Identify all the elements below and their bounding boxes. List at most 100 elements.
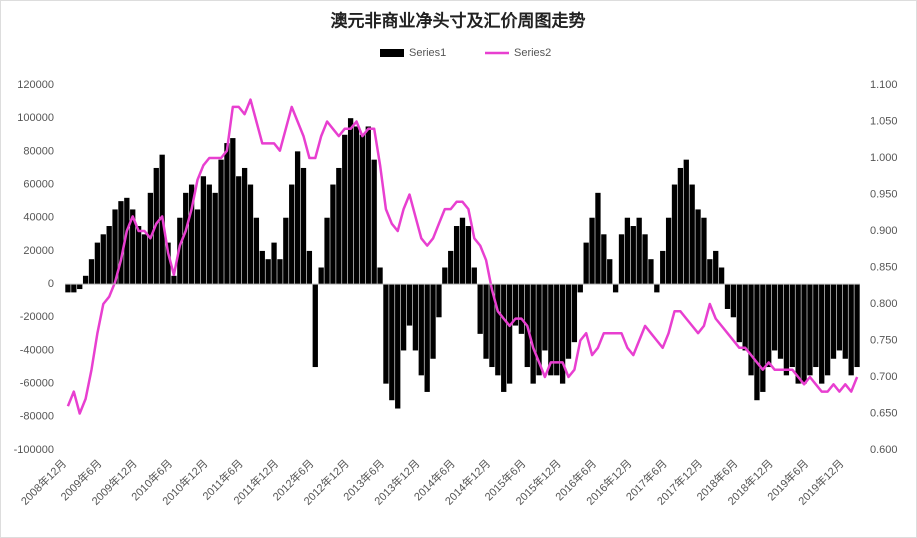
bar xyxy=(795,284,801,384)
bar xyxy=(118,201,124,285)
bar xyxy=(736,284,742,343)
bar xyxy=(100,234,106,285)
bar xyxy=(77,284,83,290)
bar xyxy=(512,284,519,326)
bar xyxy=(406,284,413,326)
bar xyxy=(824,284,831,376)
bar xyxy=(294,151,301,285)
bar xyxy=(665,217,672,285)
bar xyxy=(754,284,760,401)
bar xyxy=(748,284,754,376)
bar xyxy=(813,284,819,368)
bar xyxy=(518,284,525,334)
bar xyxy=(336,167,342,285)
bar xyxy=(559,284,566,384)
bar xyxy=(171,275,177,285)
bar xyxy=(801,284,807,384)
y-tick-label: 40000 xyxy=(23,212,54,224)
bar xyxy=(707,259,713,285)
bar xyxy=(383,284,389,384)
bar xyxy=(459,217,466,285)
bar xyxy=(88,259,95,285)
bar xyxy=(283,217,289,285)
bar xyxy=(830,284,837,359)
y-tick-label: 120000 xyxy=(17,79,54,91)
bar xyxy=(253,217,260,285)
y2-tick-label: 0.600 xyxy=(870,444,898,456)
bar xyxy=(306,250,313,285)
bar xyxy=(724,284,731,309)
y2-tick-label: 0.700 xyxy=(870,371,898,383)
bar xyxy=(848,284,854,376)
bar xyxy=(677,167,684,285)
bar xyxy=(854,284,860,368)
bar xyxy=(342,134,348,285)
bar xyxy=(183,192,189,285)
line xyxy=(66,98,859,415)
bar xyxy=(236,176,242,285)
y2-tick-label: 0.950 xyxy=(870,188,898,200)
y-tick-label: 80000 xyxy=(23,145,54,157)
y-tick-label: -100000 xyxy=(14,444,54,456)
bar xyxy=(436,284,442,318)
bar xyxy=(618,234,625,285)
bar xyxy=(730,284,737,318)
bar xyxy=(271,242,277,285)
bar xyxy=(630,226,636,285)
bar xyxy=(718,267,725,285)
bar xyxy=(624,217,631,285)
bar xyxy=(671,184,678,285)
bar xyxy=(395,284,401,409)
bar xyxy=(418,284,424,376)
bar xyxy=(289,184,295,285)
y-tick-label: -20000 xyxy=(20,311,54,323)
bar xyxy=(112,209,118,285)
bar xyxy=(654,284,660,293)
bar xyxy=(536,284,542,376)
bar xyxy=(689,184,695,285)
y-tick-label: 0 xyxy=(48,278,54,290)
bar xyxy=(141,234,148,285)
bar xyxy=(819,284,825,384)
bar xyxy=(501,284,507,392)
bar xyxy=(365,126,371,285)
bar xyxy=(783,284,790,376)
bar xyxy=(206,184,212,285)
bar xyxy=(389,284,395,401)
bar xyxy=(636,217,642,285)
y2-tick-label: 0.850 xyxy=(870,261,898,273)
bar xyxy=(483,284,489,359)
bar xyxy=(277,259,283,285)
bar xyxy=(194,209,201,285)
bar xyxy=(495,284,501,376)
bar xyxy=(400,284,407,351)
bar xyxy=(106,226,112,285)
bar xyxy=(771,284,778,351)
bar xyxy=(247,184,254,285)
bar xyxy=(259,250,265,285)
bar xyxy=(660,250,666,285)
chart-title: 澳元非商业净头寸及汇价周图走势 xyxy=(331,11,586,32)
bar xyxy=(554,284,560,376)
bar xyxy=(836,284,843,351)
bar xyxy=(571,284,578,343)
y-tick-label: -60000 xyxy=(20,378,54,390)
bar xyxy=(713,250,719,285)
bar xyxy=(612,284,619,293)
bar xyxy=(530,284,536,384)
bar xyxy=(648,259,654,285)
bar xyxy=(777,284,784,359)
y2-tick-label: 0.750 xyxy=(870,334,898,346)
bar xyxy=(135,226,142,285)
bar xyxy=(130,209,136,285)
y2-tick-label: 0.650 xyxy=(870,407,898,419)
bar xyxy=(583,242,589,285)
bar xyxy=(218,159,224,285)
bar xyxy=(766,284,772,368)
bar xyxy=(542,284,548,351)
bar xyxy=(200,176,207,285)
bar xyxy=(595,192,601,285)
bar xyxy=(353,126,360,285)
bar xyxy=(477,284,483,334)
bar xyxy=(742,284,748,351)
